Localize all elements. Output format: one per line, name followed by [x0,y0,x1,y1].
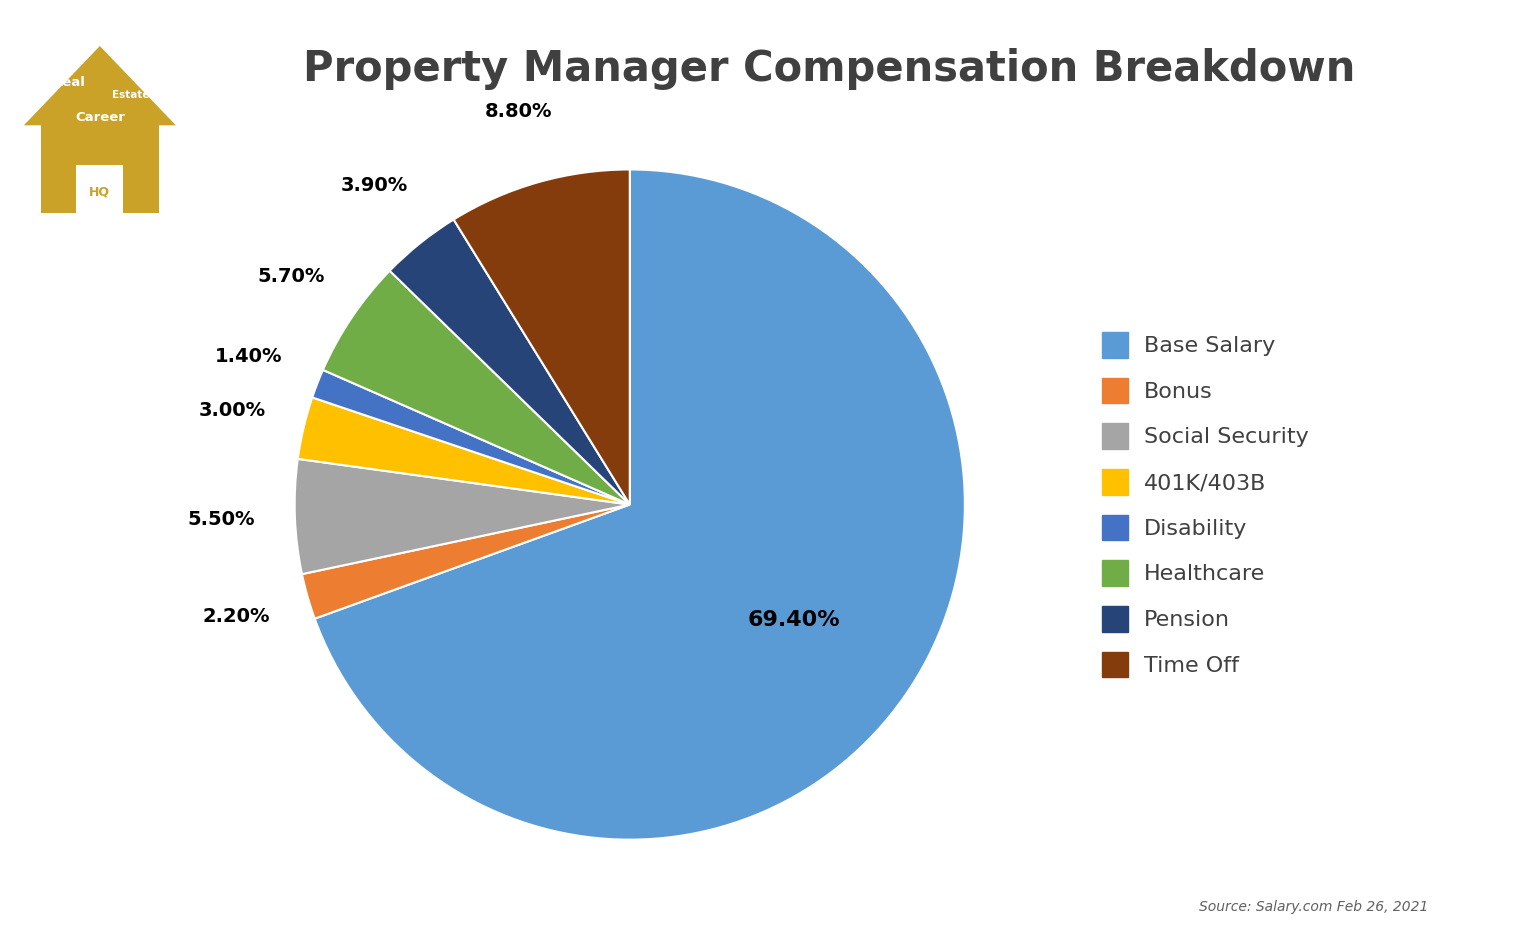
Bar [77,165,123,212]
Text: 2.20%: 2.20% [203,607,270,626]
Text: 3.00%: 3.00% [198,402,266,421]
Bar [40,126,158,212]
Wedge shape [315,169,965,840]
Wedge shape [295,459,630,574]
Text: Property Manager Compensation Breakdown: Property Manager Compensation Breakdown [303,48,1356,89]
Text: 3.90%: 3.90% [341,176,407,195]
Text: 5.70%: 5.70% [257,267,324,286]
Text: 5.50%: 5.50% [187,510,255,529]
Text: 8.80%: 8.80% [484,102,551,121]
Text: Career: Career [75,111,124,124]
Text: Estate: Estate [112,90,149,100]
Wedge shape [453,169,630,505]
Wedge shape [323,270,630,505]
Wedge shape [390,220,630,505]
Text: Real: Real [52,76,86,89]
Text: 69.40%: 69.40% [748,610,840,630]
Legend: Base Salary, Bonus, Social Security, 401K/403B, Disability, Healthcare, Pension,: Base Salary, Bonus, Social Security, 401… [1101,332,1309,677]
Text: Source: Salary.com Feb 26, 2021: Source: Salary.com Feb 26, 2021 [1200,900,1428,914]
Wedge shape [312,370,630,505]
Wedge shape [298,397,630,505]
Polygon shape [25,46,175,126]
Wedge shape [303,505,630,619]
Text: HQ: HQ [89,186,111,198]
Text: 1.40%: 1.40% [215,347,283,367]
